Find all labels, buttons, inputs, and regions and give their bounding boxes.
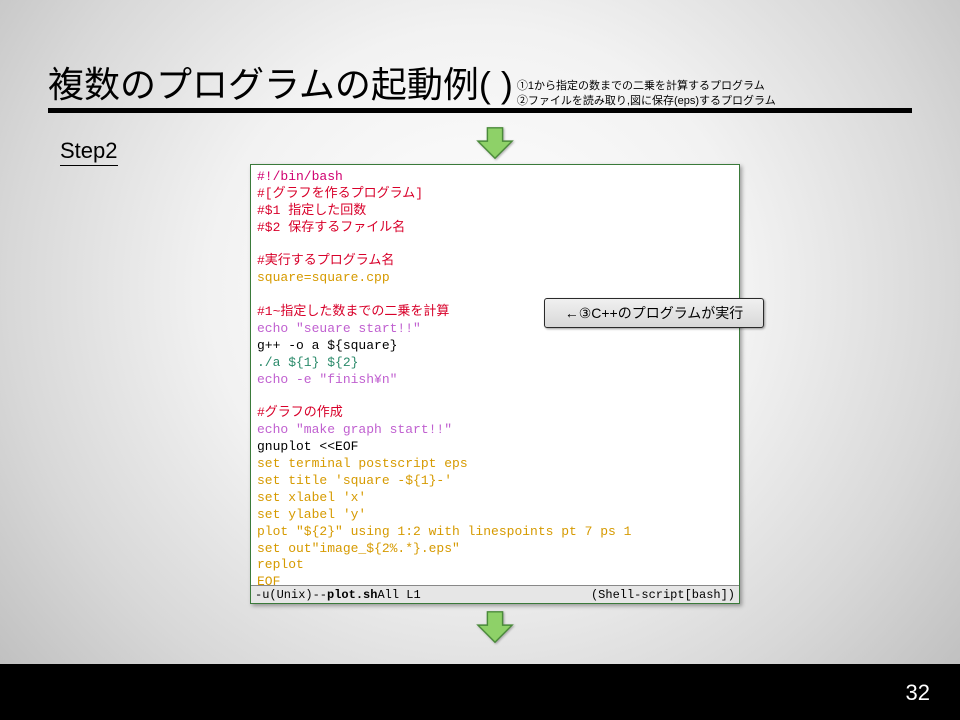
subtitle: ①1から指定の数までの二乗を計算するプログラム ②ファイルを読み取り,図に保存(… xyxy=(517,79,776,108)
arrow-path xyxy=(478,612,512,642)
code-line xyxy=(257,389,733,406)
code-line: #[グラフを作るプログラム] xyxy=(257,186,733,203)
code-line xyxy=(257,237,733,254)
code-line: #$2 保存するファイル名 xyxy=(257,220,733,237)
code-line: set ylabel 'y' xyxy=(257,507,733,524)
code-line: set terminal postscript eps xyxy=(257,456,733,473)
page-number: 32 xyxy=(906,680,930,706)
code-line: gnuplot <<EOF xyxy=(257,439,733,456)
code-line: g++ -o a ${square} xyxy=(257,338,733,355)
arrow-down-icon xyxy=(476,608,514,646)
code-line: echo -e "finish¥n" xyxy=(257,372,733,389)
status-encoding: -u(Unix)-- xyxy=(255,588,327,602)
code-line: #実行するプログラム名 xyxy=(257,253,733,270)
title-underline xyxy=(48,108,912,113)
code-body: #!/bin/bash#[グラフを作るプログラム]#$1 指定した回数#$2 保… xyxy=(251,165,739,608)
code-line: set xlabel 'x' xyxy=(257,490,733,507)
code-line: #グラフの作成 xyxy=(257,405,733,422)
code-editor: #!/bin/bash#[グラフを作るプログラム]#$1 指定した回数#$2 保… xyxy=(250,164,740,604)
footer-bar: 32 xyxy=(0,664,960,720)
code-line: #!/bin/bash xyxy=(257,169,733,186)
arrow-path xyxy=(478,128,512,158)
status-mode: (Shell-script[bash]) xyxy=(591,588,735,602)
status-filename: plot.sh xyxy=(327,588,377,602)
subtitle-line-1: ①1から指定の数までの二乗を計算するプログラム xyxy=(517,79,776,93)
code-line: set out"image_${2%.*}.eps" xyxy=(257,541,733,558)
callout-label: ←③C++のプログラムが実行 xyxy=(544,298,764,328)
step-label: Step2 xyxy=(60,138,118,166)
code-line: square=square.cpp xyxy=(257,270,733,287)
code-line: plot "${2}" using 1:2 with linespoints p… xyxy=(257,524,733,541)
editor-statusbar: -u(Unix)-- plot.sh All L1 (Shell-script[… xyxy=(251,585,739,603)
code-line: #$1 指定した回数 xyxy=(257,203,733,220)
code-line: replot xyxy=(257,557,733,574)
slide-title: 複数のプログラムの起動例( ) xyxy=(48,56,513,108)
status-position: All L1 xyxy=(377,588,420,602)
arrow-down-icon xyxy=(476,124,514,162)
code-line: set title 'square -${1}-' xyxy=(257,473,733,490)
subtitle-line-2: ②ファイルを読み取り,図に保存(eps)するプログラム xyxy=(517,94,776,108)
code-line: ./a ${1} ${2} xyxy=(257,355,733,372)
code-line: echo "make graph start!!" xyxy=(257,422,733,439)
